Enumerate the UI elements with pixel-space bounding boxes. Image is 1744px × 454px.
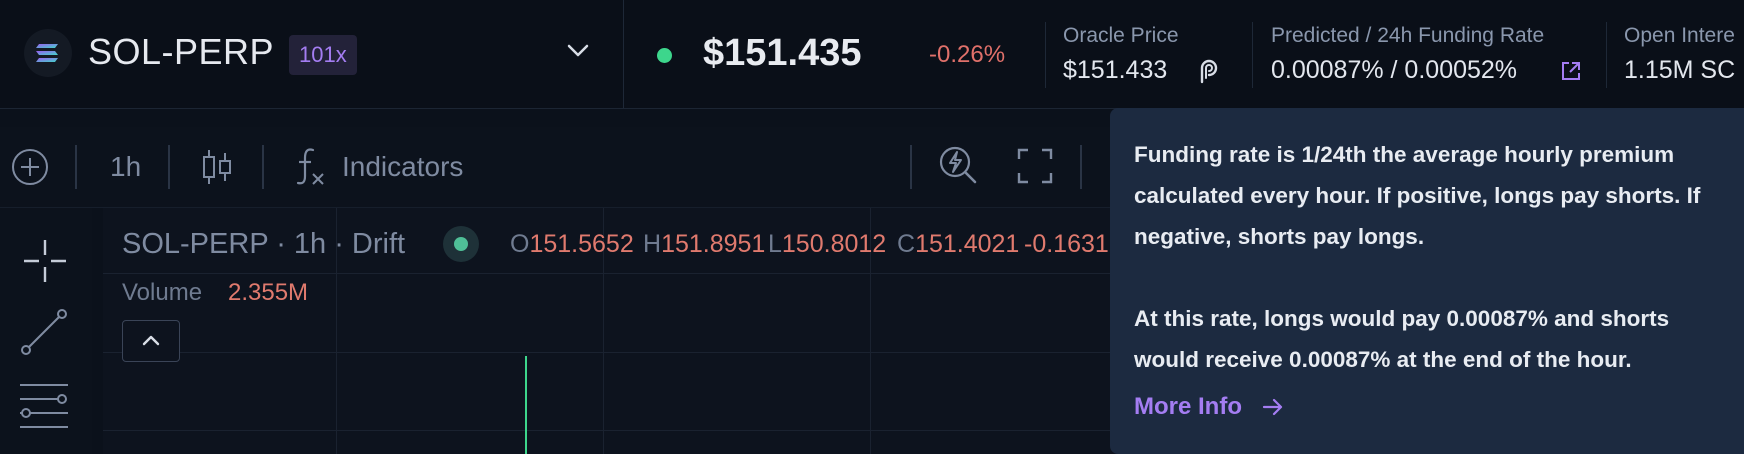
open-interest-value: 1.15M SC	[1624, 56, 1736, 84]
ohlc-high: H151.8951	[643, 230, 766, 258]
chevron-up-icon	[142, 335, 160, 346]
funding-rate-tooltip	[1110, 108, 1744, 454]
volume-value: 2.355M	[228, 279, 309, 306]
trend-line-icon[interactable]	[20, 308, 68, 361]
candlestick-icon[interactable]	[201, 147, 233, 192]
grid-line	[103, 273, 1110, 274]
market-status-dot	[454, 237, 468, 251]
toolbar-divider	[75, 145, 77, 189]
chevron-down-icon[interactable]	[567, 44, 589, 63]
toolbar-divider	[262, 145, 264, 189]
crosshair-icon[interactable]	[22, 238, 68, 289]
ohlc-change: -0.1631	[1024, 230, 1109, 258]
tooltip-body: Funding rate is 1/24th the average hourl…	[1134, 134, 1734, 421]
tooltip-paragraph: Funding rate is 1/24th the average hourl…	[1134, 142, 1701, 249]
function-icon[interactable]	[293, 146, 327, 193]
market-name[interactable]: SOL-PERP	[88, 31, 275, 72]
grid-line	[870, 208, 871, 454]
stat-divider	[1252, 22, 1253, 88]
grid-line	[603, 208, 604, 454]
volume-label: Volume	[122, 279, 203, 306]
funding-rate-label[interactable]: Predicted / 24h Funding Rate	[1271, 24, 1545, 47]
open-interest-label: Open Intere	[1624, 24, 1735, 47]
ohlc-open: O151.5652	[510, 230, 634, 258]
plus-circle-icon[interactable]	[10, 147, 50, 192]
indicators-button[interactable]: Indicators	[342, 151, 464, 182]
chart-legend-title: SOL-PERP · 1h · Drift	[122, 228, 406, 260]
lightning-search-icon[interactable]	[938, 144, 978, 191]
mark-price: $151.435	[703, 32, 862, 74]
fib-retracement-icon[interactable]	[18, 381, 70, 434]
tooltip-paragraph: At this rate, longs would pay 0.00087% a…	[1134, 306, 1670, 372]
collapse-legend-button[interactable]	[122, 320, 180, 362]
toolbar-divider	[168, 145, 170, 189]
oracle-price-label: Oracle Price	[1063, 24, 1179, 47]
funding-rate-value[interactable]: 0.00087% / 0.00052%	[1271, 56, 1518, 84]
grid-line	[103, 430, 1110, 431]
stat-divider	[1045, 22, 1046, 88]
oracle-price-value: $151.433	[1063, 56, 1168, 84]
ohlc-low: L150.8012	[768, 230, 887, 258]
toolbar-divider	[1080, 145, 1082, 189]
fullscreen-icon[interactable]	[1017, 148, 1053, 189]
toolbar-divider	[910, 145, 912, 189]
interval-button[interactable]: 1h	[110, 151, 142, 182]
grid-line	[336, 208, 337, 454]
pyth-icon	[1197, 58, 1219, 89]
header-divider	[623, 0, 624, 108]
leverage-badge: 101x	[289, 35, 357, 75]
more-info-link[interactable]: More Info	[1134, 393, 1242, 420]
external-link-icon[interactable]	[1560, 60, 1582, 87]
solana-logo-icon	[24, 29, 72, 77]
grid-line	[103, 352, 1110, 353]
ohlc-close: C151.4021	[897, 230, 1020, 258]
price-change: -0.26%	[929, 41, 1006, 68]
candle-wick	[525, 356, 527, 454]
price-status-dot	[657, 48, 672, 63]
arrow-right-icon[interactable]	[1262, 396, 1284, 423]
stat-divider	[1606, 22, 1607, 88]
